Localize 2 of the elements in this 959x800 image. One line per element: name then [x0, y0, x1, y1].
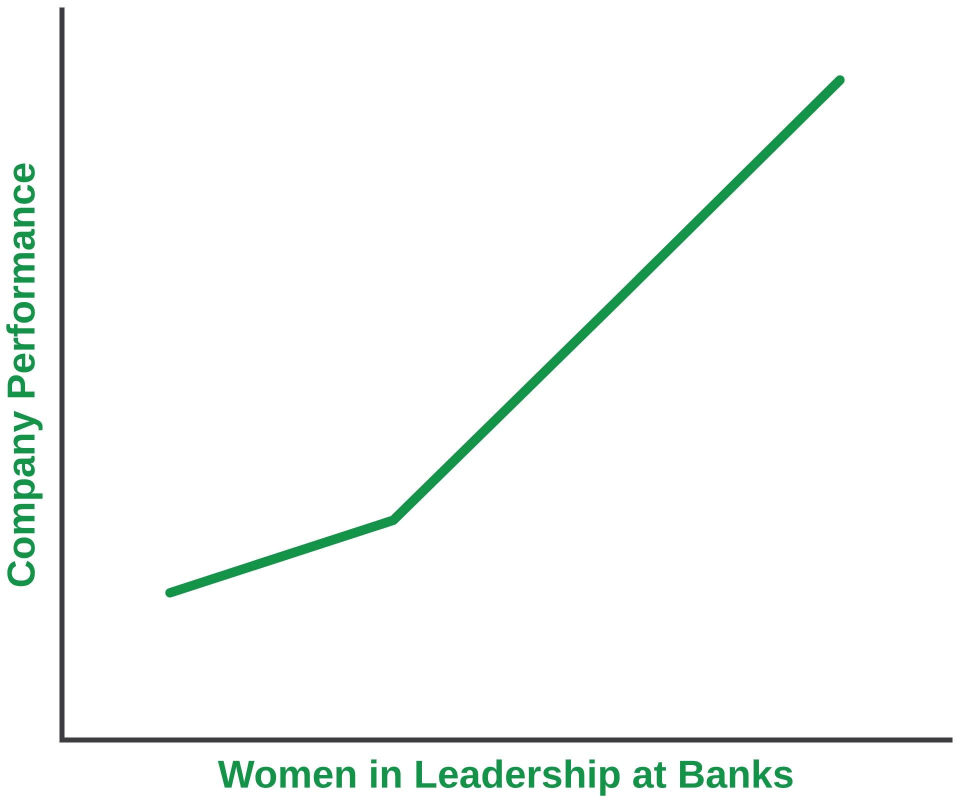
- y-axis-title: Company Performance: [6, 163, 43, 586]
- x-axis-title: Women in Leadership at Banks: [218, 759, 793, 796]
